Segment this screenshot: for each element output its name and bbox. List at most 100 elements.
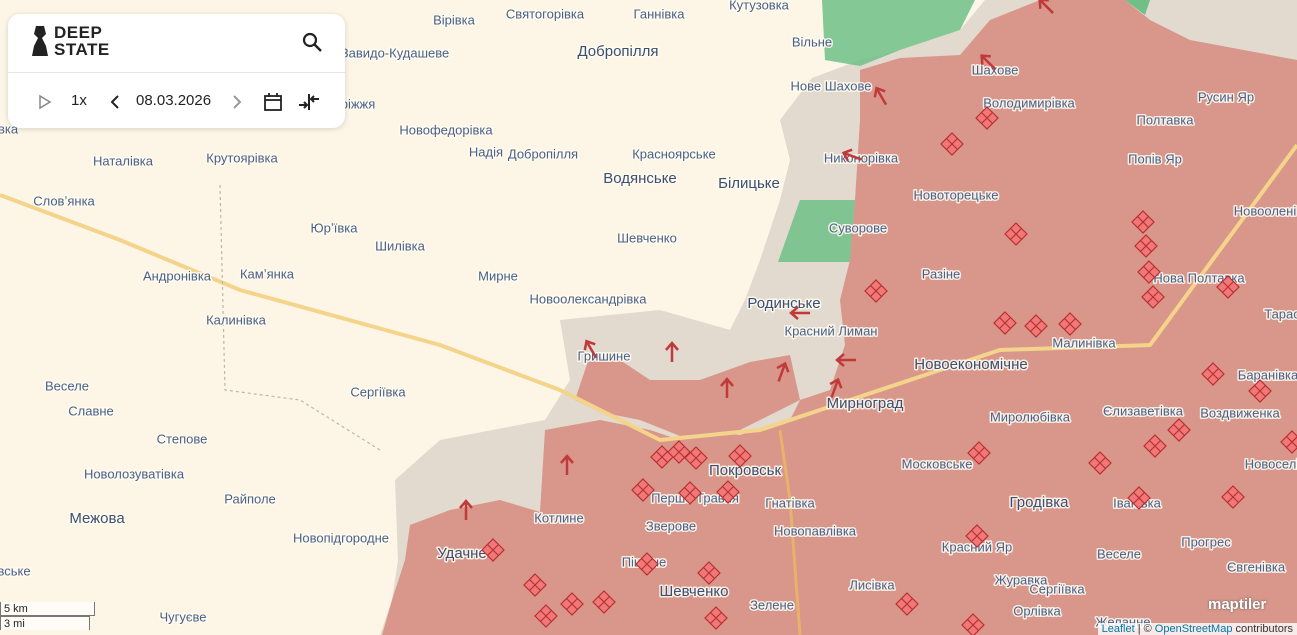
attack-marker (1058, 312, 1082, 336)
place-label: Новолозуватівка (84, 466, 185, 481)
place-label: Єлизаветівка (1103, 403, 1184, 418)
attack-arrow (980, 54, 996, 70)
attack-marker (975, 106, 999, 130)
place-label: Юрʼївка (311, 220, 359, 235)
attack-marker (697, 561, 721, 585)
place-label: Водянське (603, 170, 677, 187)
attack-marker (1248, 379, 1272, 403)
next-button[interactable] (231, 94, 243, 110)
attack-arrow (720, 377, 734, 398)
place-label: Новоекономічне (914, 356, 1027, 373)
place-label: Шахове (972, 62, 1019, 77)
place-label: Прогрес (1181, 534, 1231, 549)
attack-marker (1024, 314, 1048, 338)
place-label: Шилівка (375, 238, 426, 253)
place-label: Тарас (1264, 306, 1297, 321)
place-label: Володимирівка (983, 95, 1075, 110)
place-label: вське (0, 563, 31, 578)
place-label: Кутузовка (729, 0, 790, 12)
attack-arrow (873, 86, 888, 106)
place-label: Надія (469, 144, 503, 159)
place-label: Суворове (829, 220, 887, 235)
place-label: Вірівка (433, 12, 476, 27)
attack-marker (1134, 234, 1158, 258)
speed-button[interactable]: 1x (71, 92, 87, 109)
green-area (822, 0, 975, 66)
place-label: Мирноград (827, 395, 904, 412)
attack-arrow (583, 339, 598, 359)
attack-arrow (829, 377, 843, 398)
play-button[interactable] (38, 94, 52, 110)
maptiler-logo[interactable]: maptiler (1208, 596, 1267, 613)
place-label: Новоселі (1245, 456, 1297, 471)
attack-marker (667, 440, 691, 464)
place-label: Полтавка (1136, 112, 1194, 127)
place-label: Котлине (534, 510, 583, 525)
occupied-area (575, 355, 800, 436)
attack-marker (1221, 485, 1245, 509)
control-panel: DEEP STATE 1x 08.03.2026 (8, 14, 345, 128)
attack-marker (1216, 275, 1240, 299)
attack-marker (940, 132, 964, 156)
attack-marker (684, 446, 708, 470)
attack-marker (481, 538, 505, 562)
attack-marker (1143, 434, 1167, 458)
road (778, 429, 802, 635)
place-label: Мирне (478, 268, 518, 283)
place-label: Удачне (437, 545, 487, 562)
attack-marker (1088, 451, 1112, 475)
place-label: Камʼянка (240, 266, 295, 281)
place-label: Шевченко (617, 230, 677, 245)
attack-arrow (1038, 0, 1054, 14)
place-label: Веселе (1097, 546, 1141, 561)
attack-marker (1131, 210, 1155, 234)
place-label: Наталівка (93, 153, 154, 168)
place-label: Покровськ (709, 462, 781, 479)
place-label: Райполе (224, 491, 276, 506)
place-label: Нове Шахове (791, 78, 872, 93)
compare-button[interactable] (297, 92, 321, 112)
place-label: Євгенівка (1227, 559, 1286, 574)
attack-marker (967, 441, 991, 465)
border (219, 184, 381, 451)
attack-marker (1137, 260, 1161, 284)
divider (8, 72, 345, 73)
scale-bar: 5 km 3 mi (0, 602, 95, 630)
attack-marker (728, 444, 752, 468)
attack-marker (993, 311, 1017, 335)
place-label: Новопідгородне (293, 530, 389, 545)
prev-button[interactable] (109, 94, 121, 110)
place-label: Новоолені (1234, 203, 1297, 218)
place-label: Новофедорівка (399, 122, 493, 137)
date[interactable]: 08.03.2026 (136, 92, 212, 109)
place-label: Шевченко (660, 583, 729, 600)
attack-marker (961, 613, 985, 635)
logo-text: DEEP (54, 23, 103, 42)
attribution: Leaflet | © OpenStreetMap contributors (1097, 623, 1297, 635)
place-label: Крутоярівка (206, 150, 278, 165)
place-label: Московське (902, 456, 973, 471)
osm-link[interactable]: OpenStreetMap (1154, 623, 1233, 635)
place-label: Красний Лиман (785, 323, 878, 338)
place-label: Славне (68, 403, 114, 418)
place-label: Гришине (578, 348, 631, 363)
leaflet-link[interactable]: Leaflet (1101, 623, 1135, 635)
place-label: Разіне (922, 266, 961, 281)
attack-arrow (560, 454, 574, 475)
attack-marker (1280, 430, 1297, 454)
attribution-sep: | © (1137, 623, 1152, 635)
attack-marker (635, 552, 659, 576)
attack-marker (1167, 418, 1191, 442)
place-label: Малинівка (1052, 335, 1116, 350)
attack-arrow (665, 341, 679, 362)
scale-mi: 3 mi (0, 616, 90, 630)
road (0, 143, 1297, 443)
logo-icon (32, 26, 48, 56)
place-label: Воздвиженка (1200, 405, 1280, 420)
calendar-button[interactable] (263, 92, 283, 112)
place-label: Красноярське (632, 146, 716, 161)
place-label: Миролюбівка (990, 409, 1071, 424)
search-button[interactable] (302, 32, 324, 54)
attack-marker (560, 592, 584, 616)
